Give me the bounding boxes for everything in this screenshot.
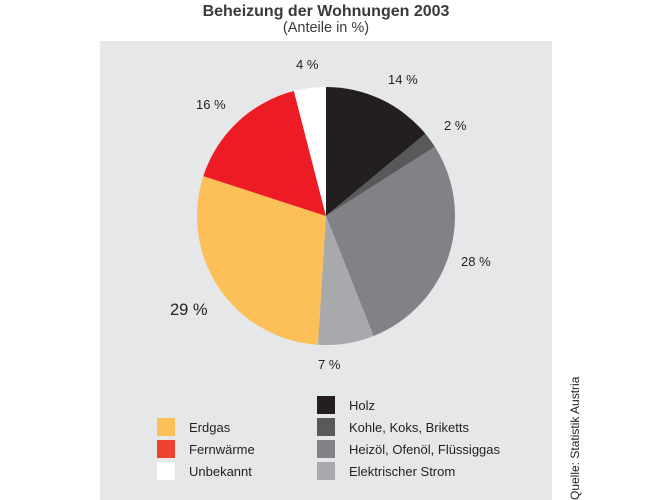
pie-slice-heizöl (326, 146, 456, 336)
pie-slice-unbekannt (293, 87, 326, 216)
label-strom: 7 % (318, 357, 341, 372)
pie-slice-holz (326, 87, 426, 216)
legend-label: Holz (349, 397, 376, 413)
legend-item-strom: Elektrischer Strom (317, 462, 455, 480)
chart-subtitle: (Anteile in %) (282, 20, 370, 36)
pie-slice-fernwärme (203, 91, 326, 216)
label-erdgas: 29 % (170, 301, 208, 319)
legend-item-fernwaerme: Fernwärme (157, 440, 255, 458)
legend-label: Unbekannt (189, 463, 252, 479)
legend-swatch-fernwaerme (157, 440, 175, 458)
legend-swatch-strom (317, 462, 335, 480)
legend-label: Erdgas (189, 419, 231, 435)
pie-slices (197, 87, 456, 345)
source-note: Quelle: Statistik Austria (568, 376, 582, 500)
legend-swatch-unbekannt (157, 462, 175, 480)
legend-item-holz: Holz (317, 396, 375, 414)
label-unbekannt: 4 % (296, 57, 319, 72)
pie-slice-erdgas (197, 176, 326, 345)
legend-label: Fernwärme (189, 441, 255, 457)
legend-swatch-holz (317, 396, 335, 414)
legend-swatch-kohle (317, 418, 335, 436)
legend-item-heizoel: Heizöl, Ofenöl, Flüssiggas (317, 440, 500, 458)
legend-swatch-erdgas (157, 418, 175, 436)
legend-item-unbekannt: Unbekannt (157, 462, 252, 480)
chart-title: Beheizung der Wohnungen 2003 (202, 3, 450, 20)
legend-item-erdgas: Erdgas (157, 418, 230, 436)
label-holz: 14 % (388, 72, 418, 87)
legend-swatch-heizoel (317, 440, 335, 458)
pie-slice-kohle (326, 133, 435, 216)
label-fernwaerme: 16 % (196, 97, 226, 112)
legend-label: Kohle, Koks, Briketts (349, 419, 469, 435)
legend-label: Heizöl, Ofenöl, Flüssiggas (349, 441, 501, 457)
pie-slice-elektrischerstrom (317, 216, 374, 345)
legend-item-kohle: Kohle, Koks, Briketts (317, 418, 469, 436)
legend-label: Elektrischer Strom (349, 463, 456, 479)
label-kohle: 2 % (444, 118, 467, 133)
label-heizoel: 28 % (461, 254, 491, 269)
